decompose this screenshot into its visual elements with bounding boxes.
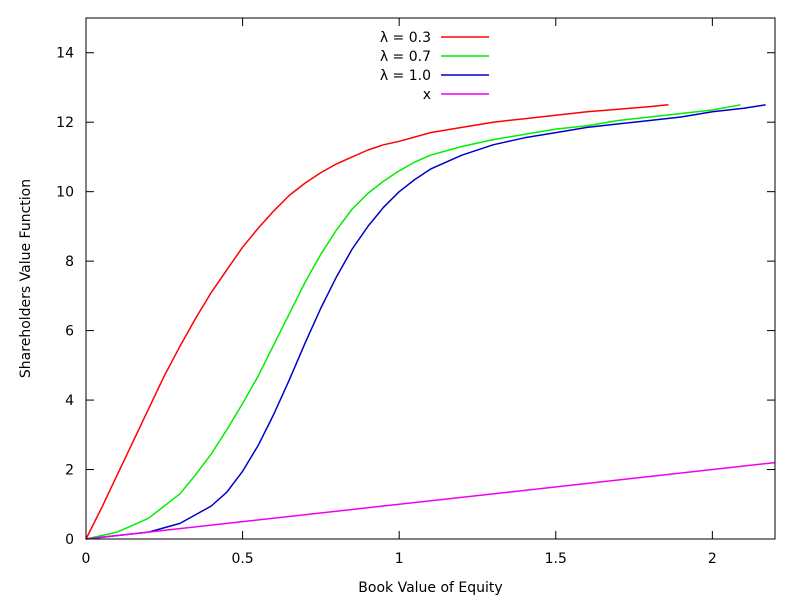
legend-label: λ = 0.3 (380, 30, 431, 46)
series-line-0 (85, 104, 669, 540)
plot-frame (85, 17, 776, 540)
series-line-3 (85, 461, 776, 540)
legend-label: λ = 1.0 (380, 68, 431, 84)
series-line-1 (85, 104, 741, 540)
y-tick-label: 10 (56, 185, 74, 201)
y-tick-label: 14 (56, 46, 74, 62)
y-tick-label: 2 (65, 463, 74, 479)
y-axis-title: Shareholders Value Function (18, 179, 34, 378)
y-tick-label: 0 (65, 532, 74, 548)
x-tick-label: 2 (708, 551, 717, 567)
ticks-layer: 0 0.5 1 1.5 2 0 2 4 6 8 10 12 14 (56, 18, 775, 567)
series-line-2 (85, 104, 766, 540)
y-tick-label: 6 (65, 324, 74, 340)
y-tick-label: 4 (65, 393, 74, 409)
x-tick-label: 0.5 (231, 551, 253, 567)
legend-label: λ = 0.7 (380, 49, 431, 65)
x-tick-label: 0 (82, 551, 91, 567)
x-axis-title: Book Value of Equity (358, 580, 502, 596)
x-tick-label: 1.5 (545, 551, 567, 567)
legend-label: x (423, 87, 431, 103)
y-tick-label: 12 (56, 115, 74, 131)
series-layer (85, 104, 776, 540)
y-tick-label: 8 (65, 254, 74, 270)
x-tick-label: 1 (395, 551, 404, 567)
legend: λ = 0.3 λ = 0.7 λ = 1.0 x (380, 30, 489, 103)
